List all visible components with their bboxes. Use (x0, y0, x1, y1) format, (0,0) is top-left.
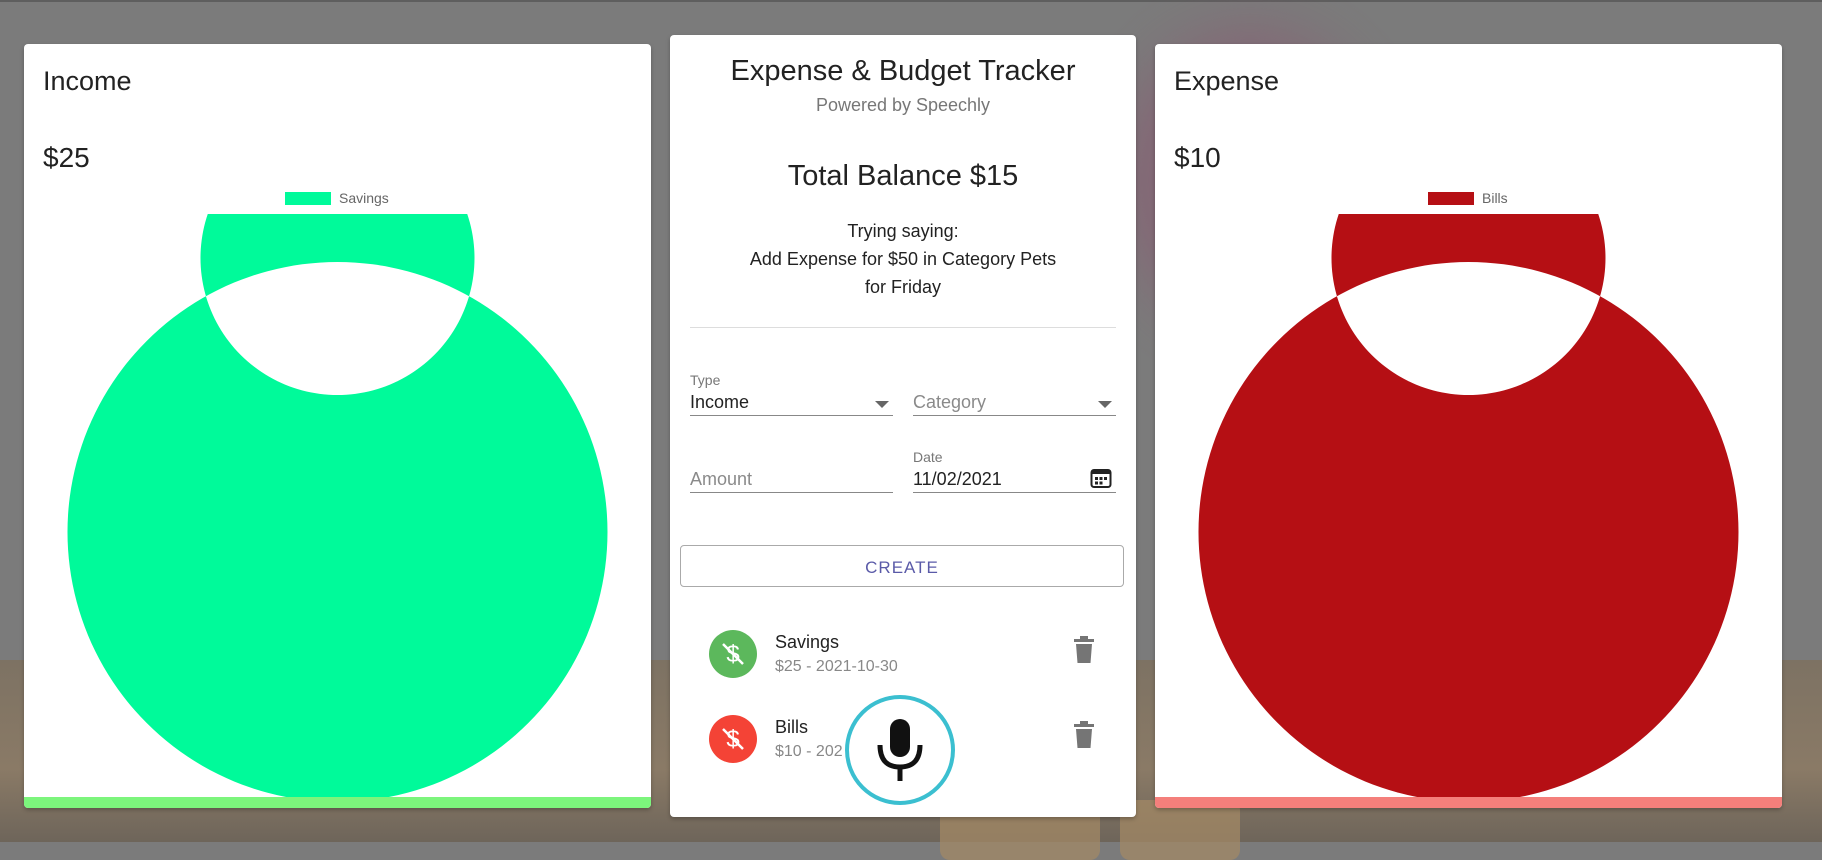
expense-slice-bills[interactable] (1198, 214, 1739, 802)
background-object (1120, 800, 1240, 860)
expense-title: Expense (1174, 66, 1280, 96)
date-value: 11/02/2021 (913, 469, 1002, 489)
create-button[interactable]: CREATE (680, 545, 1124, 587)
tracker-card: Expense & Budget Tracker Powered by Spee… (670, 35, 1136, 817)
transaction-detail: $10 - 202 (775, 743, 843, 760)
transaction-detail: $25 - 2021-10-30 (775, 658, 898, 675)
page-subtitle: Powered by Speechly (815, 95, 991, 115)
expense-donut-chart (1198, 214, 1739, 802)
transaction-avatar: $ (709, 715, 757, 763)
income-amount: $25 (43, 142, 90, 173)
expense-legend[interactable]: Bills (1428, 190, 1508, 206)
income-legend-label: Savings (339, 190, 389, 206)
amount-input[interactable]: Amount (690, 449, 893, 493)
top-edge (0, 0, 1822, 2)
date-label: Date (913, 449, 943, 465)
money-off-icon: $ (722, 641, 744, 668)
type-value: Income (690, 392, 750, 412)
income-legend-swatch (285, 191, 331, 205)
chevron-down-icon (875, 401, 889, 408)
expense-legend-swatch (1428, 191, 1474, 205)
expense-legend-label: Bills (1482, 190, 1508, 206)
type-select[interactable]: Type Income (690, 372, 893, 416)
divider (690, 327, 1116, 328)
microphone-icon (877, 719, 923, 781)
income-donut-chart (67, 214, 608, 802)
money-off-icon: $ (722, 726, 744, 753)
date-input[interactable]: Date 11/02/2021 (913, 449, 1116, 493)
income-card: Income $25 Savings (24, 44, 651, 808)
total-balance: Total Balance $15 (787, 160, 1019, 192)
calendar-icon[interactable] (1090, 467, 1112, 489)
income-legend[interactable]: Savings (285, 190, 389, 206)
category-select[interactable]: Category (913, 372, 1116, 416)
income-slice-savings[interactable] (67, 214, 608, 802)
expense-card: Expense $10 Bills (1155, 44, 1782, 808)
hint-line-3: for Friday (864, 277, 942, 297)
hint-line-1: Trying saying: (847, 221, 959, 241)
chevron-down-icon (1098, 401, 1112, 408)
transaction-avatar: $ (709, 630, 757, 678)
transaction-name: Bills (775, 717, 809, 737)
list-item[interactable]: $ Bills $10 - 202 (670, 705, 1136, 775)
expense-bottom-bar (1155, 797, 1782, 808)
transaction-name: Savings (775, 632, 840, 652)
microphone-button[interactable] (845, 695, 955, 805)
income-bottom-bar (24, 797, 651, 808)
hint-line-2: Add Expense for $50 in Category Pets (749, 249, 1057, 269)
expense-amount: $10 (1174, 142, 1221, 173)
list-item[interactable]: $ Savings $25 - 2021-10-30 (670, 620, 1136, 690)
type-label: Type (690, 372, 721, 388)
category-placeholder: Category (913, 392, 987, 412)
trash-icon[interactable] (1072, 636, 1096, 664)
income-title: Income (43, 66, 132, 96)
amount-placeholder: Amount (690, 469, 753, 489)
trash-icon[interactable] (1072, 721, 1096, 749)
page-title: Expense & Budget Tracker (730, 55, 1076, 87)
